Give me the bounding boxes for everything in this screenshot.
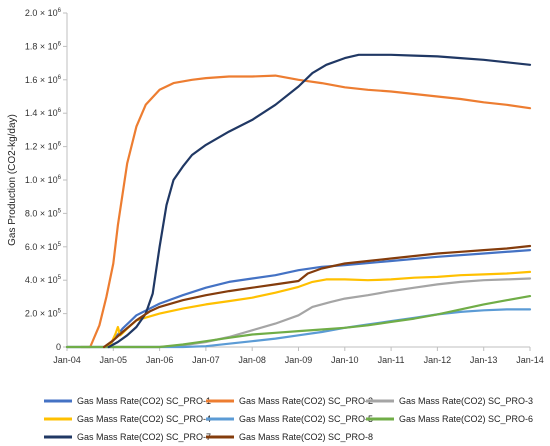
legend-label-pro-5: Gas Mass Rate(CO2) SC_PRO-5 xyxy=(239,414,373,424)
legend-label-pro-3: Gas Mass Rate(CO2) SC_PRO-3 xyxy=(399,396,533,406)
y-tick-label: 4.0 × 105 xyxy=(25,275,62,285)
x-axis: Jan-04 Jan-05 Jan-06 Jan-07 Jan-08 Jan-09 Jan-… xyxy=(53,347,544,365)
y-tick-label: 1.8 × 106 xyxy=(25,41,62,51)
y-tick-label: 0 xyxy=(56,342,61,352)
y-tick-label: 2.0 × 106 xyxy=(25,8,62,18)
y-tick-label: 1.4 × 106 xyxy=(25,108,62,118)
y-tick-label: 6.0 × 105 xyxy=(25,242,62,252)
legend-label-pro-1: Gas Mass Rate(CO2) SC_PRO-1 xyxy=(77,396,211,406)
y-axis-label: Gas Production (CO2-kg/day) xyxy=(7,114,18,246)
x-tick-label: Jan-12 xyxy=(424,355,452,365)
y-tick-label: 1.6 × 106 xyxy=(25,75,62,85)
y-tick-label: 1.0 × 106 xyxy=(25,175,62,185)
series-line-pro-6 xyxy=(65,295,532,349)
x-tick-label: Jan-07 xyxy=(192,355,220,365)
x-tick-label: Jan-08 xyxy=(238,355,266,365)
x-tick-label: Jan-04 xyxy=(53,355,81,365)
legend: Gas Mass Rate(CO2) SC_PRO-1 Gas Mass Rate… xyxy=(44,396,533,442)
y-tick-label: 1.2 × 106 xyxy=(25,142,62,152)
x-tick-label: Jan-10 xyxy=(331,355,359,365)
y-tick-label: 8.0 × 105 xyxy=(25,208,62,218)
plot-area xyxy=(66,13,530,348)
series-line-pro-1 xyxy=(107,249,532,349)
series-line-pro-8 xyxy=(102,244,532,349)
y-tick-label: 2.0 × 105 xyxy=(25,309,62,319)
x-tick-label: Jan-14 xyxy=(516,355,544,365)
y-axis: 0 2.0 × 105 4.0 × 105 6.0 × 105 8.0 × 105 1.0… xyxy=(25,8,67,352)
series-line-pro-4 xyxy=(102,270,532,349)
legend-label-pro-4: Gas Mass Rate(CO2) SC_PRO-4 xyxy=(77,414,211,424)
x-tick-label: Jan-06 xyxy=(146,355,174,365)
x-tick-label: Jan-09 xyxy=(285,355,313,365)
x-tick-label: Jan-11 xyxy=(378,355,405,365)
legend-label-pro-7: Gas Mass Rate(CO2) SC_PRO-7 xyxy=(77,432,211,442)
legend-label-pro-6: Gas Mass Rate(CO2) SC_PRO-6 xyxy=(399,414,533,424)
legend-label-pro-8: Gas Mass Rate(CO2) SC_PRO-8 xyxy=(239,432,373,442)
x-tick-label: Jan-05 xyxy=(100,355,128,365)
series-layer xyxy=(65,53,532,349)
series-line-pro-7 xyxy=(107,53,532,349)
series-line-pro-2 xyxy=(79,74,532,349)
x-tick-label: Jan-13 xyxy=(470,355,498,365)
legend-label-pro-2: Gas Mass Rate(CO2) SC_PRO-2 xyxy=(239,396,373,406)
